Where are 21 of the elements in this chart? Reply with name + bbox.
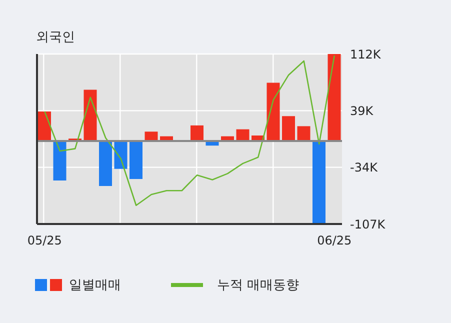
- bar: [53, 140, 66, 181]
- bar: [297, 126, 310, 141]
- bar: [130, 140, 142, 179]
- x-tick-label: 06/25: [317, 234, 352, 248]
- legend-label: 일별매매: [69, 277, 121, 294]
- x-tick-label: 05/25: [27, 234, 62, 248]
- bar: [312, 140, 326, 224]
- bar: [328, 54, 341, 141]
- bar: [236, 129, 250, 141]
- bar: [38, 111, 51, 141]
- legend-label: 누적 매매동향: [217, 277, 300, 294]
- y-tick-label: 39K: [350, 104, 374, 118]
- line-series: [44, 54, 336, 206]
- y-tick-label: 112K: [350, 47, 382, 62]
- bar: [99, 140, 112, 186]
- bar: [266, 82, 280, 141]
- bar: [190, 125, 204, 141]
- y-tick-label: -34K: [350, 160, 379, 175]
- chart-title: 외국인: [36, 29, 75, 46]
- bar: [282, 116, 295, 141]
- y-tick-label: -107K: [350, 217, 386, 232]
